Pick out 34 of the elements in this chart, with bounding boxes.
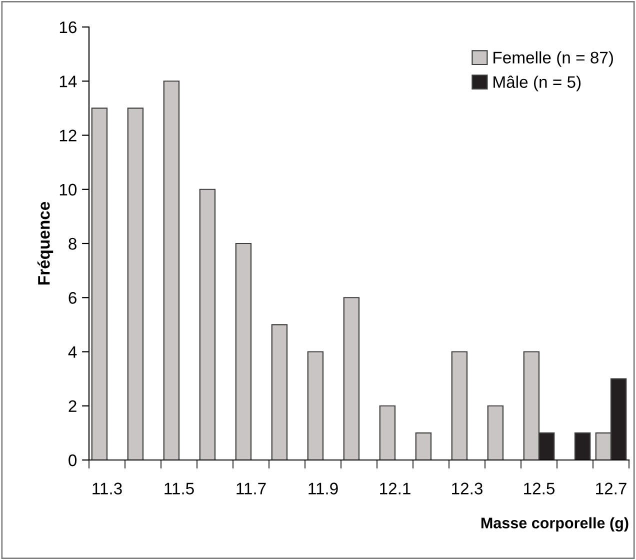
y-tick-label: 10: [60, 184, 77, 196]
bar: [379, 405, 396, 460]
x-axis-title: Masse corporelle (g): [481, 517, 628, 532]
x-tick-label: 12.3: [452, 482, 482, 494]
x-tick-label: 11.3: [92, 482, 122, 494]
x-tick-label: 12.1: [380, 482, 410, 494]
legend-label: Femelle (n = 87): [494, 51, 613, 67]
bar: [91, 108, 108, 460]
bar: [307, 351, 324, 460]
y-axis-title: Fréquence: [37, 202, 54, 285]
y-tick-label: 6: [68, 292, 76, 304]
y-tick-label: 14: [60, 76, 77, 88]
y-tick-label: 4: [68, 346, 77, 358]
bar: [163, 80, 180, 460]
x-tick-label: 12.5: [524, 482, 555, 494]
bar: [271, 324, 288, 460]
bar: [451, 351, 468, 460]
bar: [487, 405, 504, 460]
y-tick-label: 16: [60, 21, 76, 34]
bar: [199, 188, 216, 460]
x-tick-label: 11.9: [308, 482, 338, 494]
bar: [574, 432, 591, 460]
bar: [343, 297, 360, 460]
x-tick-label: 11.7: [236, 482, 266, 494]
y-tick-label: 12: [60, 130, 76, 142]
bar: [235, 242, 252, 460]
y-tick-label: 2: [68, 400, 76, 412]
legend-label: Mâle (n = 5): [494, 76, 581, 92]
bar: [415, 432, 432, 460]
x-tick-label: 11.5: [164, 482, 194, 494]
x-tick-label: 12.7: [596, 482, 626, 494]
bar: [127, 108, 144, 460]
y-tick-label: 8: [68, 238, 76, 250]
y-tick-label: 0: [68, 454, 77, 466]
